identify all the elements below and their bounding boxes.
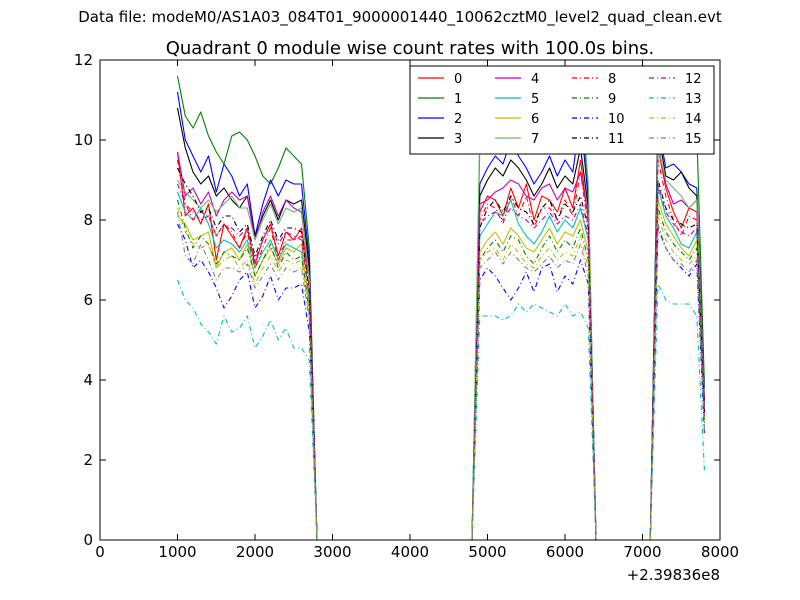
series-line-6 (177, 199, 706, 540)
legend-label-6: 6 (531, 112, 539, 127)
series-layer (176, 75, 706, 540)
legend-label-11: 11 (608, 132, 625, 147)
legend-label-0: 0 (454, 72, 462, 87)
legend-label-9: 9 (608, 92, 616, 107)
series-line-14 (176, 207, 706, 540)
series-line-12 (176, 183, 706, 540)
x-tick-label: 1000 (158, 543, 196, 561)
figure-suptitle: Data file: modeM0/AS1A03_084T01_90000014… (78, 8, 722, 26)
legend-label-2: 2 (454, 112, 462, 127)
x-tick-label: 0 (95, 543, 105, 561)
series-line-13 (176, 279, 706, 540)
series-line-9 (176, 199, 706, 540)
legend-label-3: 3 (454, 132, 462, 147)
legend-label-1: 1 (454, 92, 462, 107)
legend-label-8: 8 (608, 72, 616, 87)
legend-label-4: 4 (531, 72, 539, 87)
x-tick-label: 5000 (468, 543, 506, 561)
x-tick-label: 7000 (623, 543, 661, 561)
legend-label-7: 7 (531, 132, 539, 147)
series-line-2 (176, 91, 706, 540)
y-tick-label: 10 (74, 131, 93, 149)
x-tick-label: 6000 (546, 543, 584, 561)
legend-label-12: 12 (685, 72, 702, 87)
series-line-10 (177, 223, 706, 540)
legend-label-15: 15 (685, 132, 702, 147)
x-offset-label: +2.39836e8 (627, 566, 720, 584)
legend-label-14: 14 (685, 112, 702, 127)
axis-layer: 0 1000 2000 3000 4000 5000 6000 7000 80000246810… (74, 51, 739, 561)
series-line-11 (177, 167, 706, 540)
series-line-8 (176, 159, 706, 540)
series-line-0 (176, 147, 706, 540)
y-tick-label: 0 (83, 531, 93, 549)
y-tick-label: 6 (83, 291, 93, 309)
y-tick-label: 8 (83, 211, 93, 229)
series-line-3 (176, 107, 706, 540)
y-tick-label: 4 (83, 371, 93, 389)
legend-box (409, 65, 715, 155)
y-tick-label: 2 (83, 451, 93, 469)
series-line-15 (176, 211, 706, 540)
x-tick-label: 3000 (313, 543, 351, 561)
legend-label-13: 13 (685, 92, 702, 107)
series-line-5 (176, 187, 706, 540)
legend-label-10: 10 (608, 112, 625, 127)
chart-title: Quadrant 0 module wise count rates with … (166, 38, 655, 59)
x-tick-label: 2000 (236, 543, 274, 561)
x-tick-label: 4000 (391, 543, 429, 561)
x-tick-label: 8000 (701, 543, 739, 561)
y-tick-label: 12 (74, 51, 93, 69)
series-line-4 (176, 143, 706, 540)
legend-label-5: 5 (531, 92, 539, 107)
